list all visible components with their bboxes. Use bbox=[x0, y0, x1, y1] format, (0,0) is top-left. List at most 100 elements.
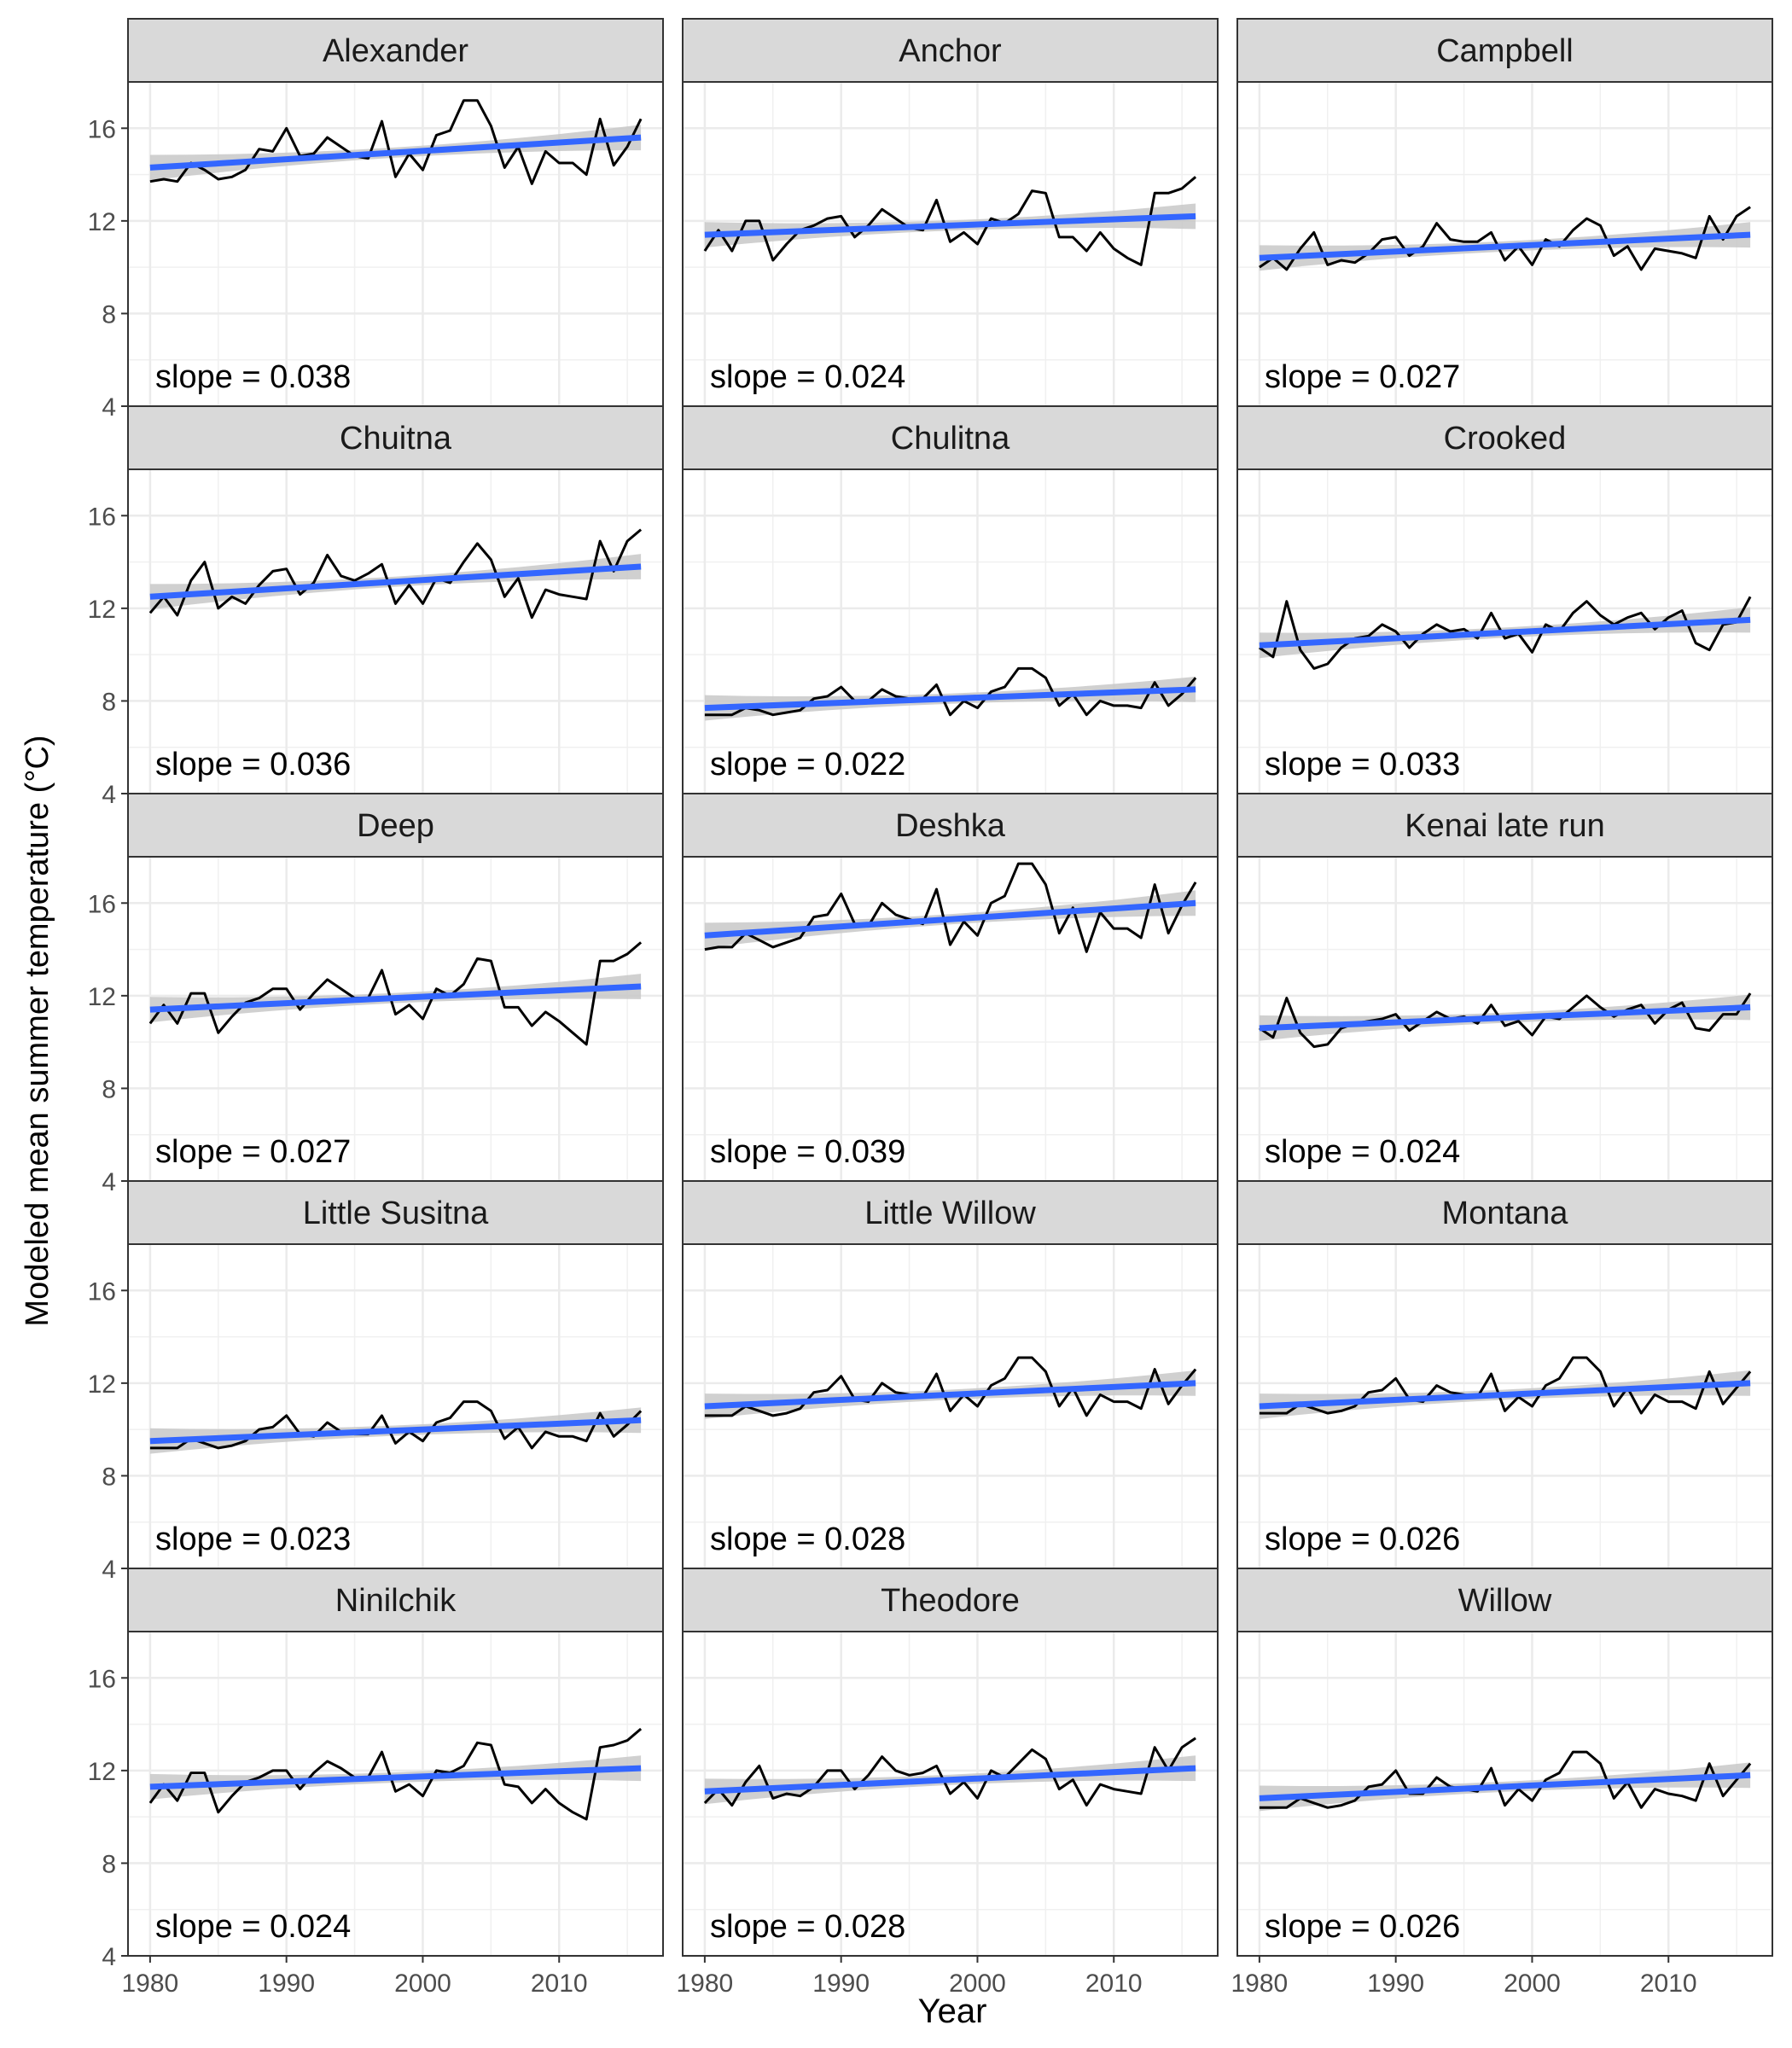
facet-title: Deep bbox=[357, 808, 434, 844]
trend-line bbox=[149, 134, 642, 171]
slope-label: slope = 0.024 bbox=[1265, 1134, 1460, 1170]
y-tick-label: 12 bbox=[88, 1758, 116, 1786]
trend-line bbox=[149, 563, 642, 600]
facet-title: Ninilchik bbox=[335, 1583, 457, 1619]
x-tick-label: 1990 bbox=[258, 1969, 315, 1998]
facet-title: Little Willow bbox=[864, 1196, 1036, 1231]
facet-strip bbox=[1236, 793, 1773, 858]
trend-line bbox=[1259, 1004, 1751, 1032]
facet-title: Willow bbox=[1458, 1583, 1552, 1619]
y-tick-label: 4 bbox=[102, 1168, 116, 1196]
y-tick-label: 16 bbox=[88, 1277, 116, 1306]
plot-background bbox=[683, 82, 1218, 406]
x-tick-label: 1980 bbox=[1231, 1969, 1289, 1998]
observed-temperature-line bbox=[1259, 1356, 1752, 1415]
trend-line bbox=[1259, 231, 1751, 261]
plot-background bbox=[128, 469, 663, 794]
facet-panel: Chulitna slope = 0.022 bbox=[682, 405, 1219, 795]
x-tick-label: 1980 bbox=[677, 1969, 734, 1998]
observed-temperature-line bbox=[703, 1737, 1196, 1807]
slope-label: slope = 0.039 bbox=[710, 1134, 905, 1170]
trend-line bbox=[1259, 1380, 1751, 1410]
slope-label: slope = 0.024 bbox=[155, 1909, 351, 1945]
facet-panel: Crooked slope = 0.033 bbox=[1236, 405, 1773, 795]
observed-temperature-line bbox=[1259, 206, 1751, 271]
facet-strip bbox=[682, 405, 1219, 470]
facet-strip bbox=[682, 1180, 1219, 1245]
y-tick-label: 8 bbox=[102, 1463, 116, 1491]
slope-label: slope = 0.027 bbox=[1265, 359, 1460, 395]
plot-background bbox=[128, 1244, 663, 1568]
slope-label: slope = 0.026 bbox=[1265, 1909, 1460, 1945]
facet-title: Anchor bbox=[899, 33, 1002, 69]
facet-strip bbox=[682, 18, 1219, 83]
observed-temperature-line bbox=[148, 941, 643, 1046]
facet-panel: Alexander slope = 0.038 4 8 12 16 bbox=[88, 18, 664, 422]
y-tick-label: 12 bbox=[88, 1370, 116, 1399]
slope-label: slope = 0.024 bbox=[710, 359, 905, 395]
y-tick-label: 4 bbox=[102, 1943, 116, 1971]
y-tick-label: 16 bbox=[88, 503, 116, 531]
x-tick-label: 2010 bbox=[1085, 1969, 1143, 1998]
panel-border bbox=[682, 1631, 1219, 1957]
y-tick-label: 8 bbox=[102, 688, 116, 716]
trend-line bbox=[149, 1417, 642, 1445]
facet-strip bbox=[127, 793, 664, 858]
observed-temperature-line bbox=[1259, 596, 1752, 670]
y-tick-label: 8 bbox=[102, 1850, 116, 1878]
slope-label: slope = 0.027 bbox=[155, 1134, 351, 1170]
slope-label: slope = 0.023 bbox=[155, 1521, 351, 1557]
facet-title: Alexander bbox=[323, 33, 468, 69]
y-axis-title: Modeled mean summer temperature (°C) bbox=[20, 735, 55, 1326]
observed-temperature-line bbox=[149, 99, 643, 185]
trend-line bbox=[149, 983, 642, 1013]
trend-line bbox=[704, 1765, 1196, 1795]
facet-strip bbox=[1236, 405, 1773, 470]
y-tick-label: 8 bbox=[102, 300, 116, 329]
facet-strip bbox=[682, 793, 1219, 858]
y-tick-label: 16 bbox=[88, 890, 116, 918]
observed-temperature-line bbox=[1259, 1750, 1752, 1809]
x-tick-label: 2000 bbox=[394, 1969, 451, 1998]
x-axis-title: Year bbox=[918, 1993, 987, 2030]
facet-panel: Little Susitna slope = 0.023 4 8 12 16 bbox=[88, 1180, 664, 1584]
facet-title: Chuitna bbox=[340, 421, 452, 457]
slope-label: slope = 0.022 bbox=[710, 747, 905, 783]
x-tick-label: 1990 bbox=[812, 1969, 870, 1998]
facet-title: Chulitna bbox=[891, 421, 1010, 457]
observed-temperature-line bbox=[149, 1400, 643, 1450]
observed-temperature-line bbox=[148, 528, 643, 620]
y-tick-label: 4 bbox=[102, 781, 116, 809]
plot-background bbox=[128, 1632, 663, 1956]
facet-panel: Anchor slope = 0.024 bbox=[682, 18, 1219, 408]
facet-title: Crooked bbox=[1444, 421, 1567, 457]
y-tick-label: 8 bbox=[102, 1075, 116, 1103]
facet-strip bbox=[127, 18, 664, 83]
y-tick-label: 12 bbox=[88, 596, 116, 624]
facet-strip bbox=[127, 1180, 664, 1245]
facet-panel: Campbell slope = 0.027 bbox=[1236, 18, 1773, 408]
facet-title: Montana bbox=[1442, 1196, 1569, 1231]
y-tick-label: 16 bbox=[88, 115, 116, 143]
panel-border bbox=[127, 1631, 664, 1957]
y-tick-label: 12 bbox=[88, 983, 116, 1011]
facet-panels: Alexander slope = 0.038 4 8 12 16 Anchor slope … bbox=[88, 18, 1773, 1998]
trend-line bbox=[704, 686, 1196, 712]
y-tick-label: 4 bbox=[102, 393, 116, 422]
y-tick-label: 12 bbox=[88, 208, 116, 236]
slope-label: slope = 0.038 bbox=[155, 359, 351, 395]
slope-label: slope = 0.036 bbox=[155, 747, 351, 783]
plot-background bbox=[683, 469, 1218, 794]
facet-title: Campbell bbox=[1436, 33, 1574, 69]
facet-panel: Deep slope = 0.027 4 8 12 16 bbox=[88, 793, 664, 1196]
facet-strip bbox=[127, 405, 664, 470]
facet-panel: Ninilchik slope = 0.024 4 8 12 16 1980 1990 2000… bbox=[88, 1568, 664, 1998]
observed-temperature-line bbox=[148, 1727, 643, 1821]
facet-panel: Theodore slope = 0.028 1980 1990 2000 2010 bbox=[677, 1568, 1219, 1998]
y-tick-label: 16 bbox=[88, 1665, 116, 1693]
trend-line bbox=[704, 899, 1196, 939]
trend-line bbox=[1259, 616, 1751, 649]
observed-temperature-line bbox=[704, 666, 1197, 717]
observed-temperature-line bbox=[704, 862, 1197, 953]
